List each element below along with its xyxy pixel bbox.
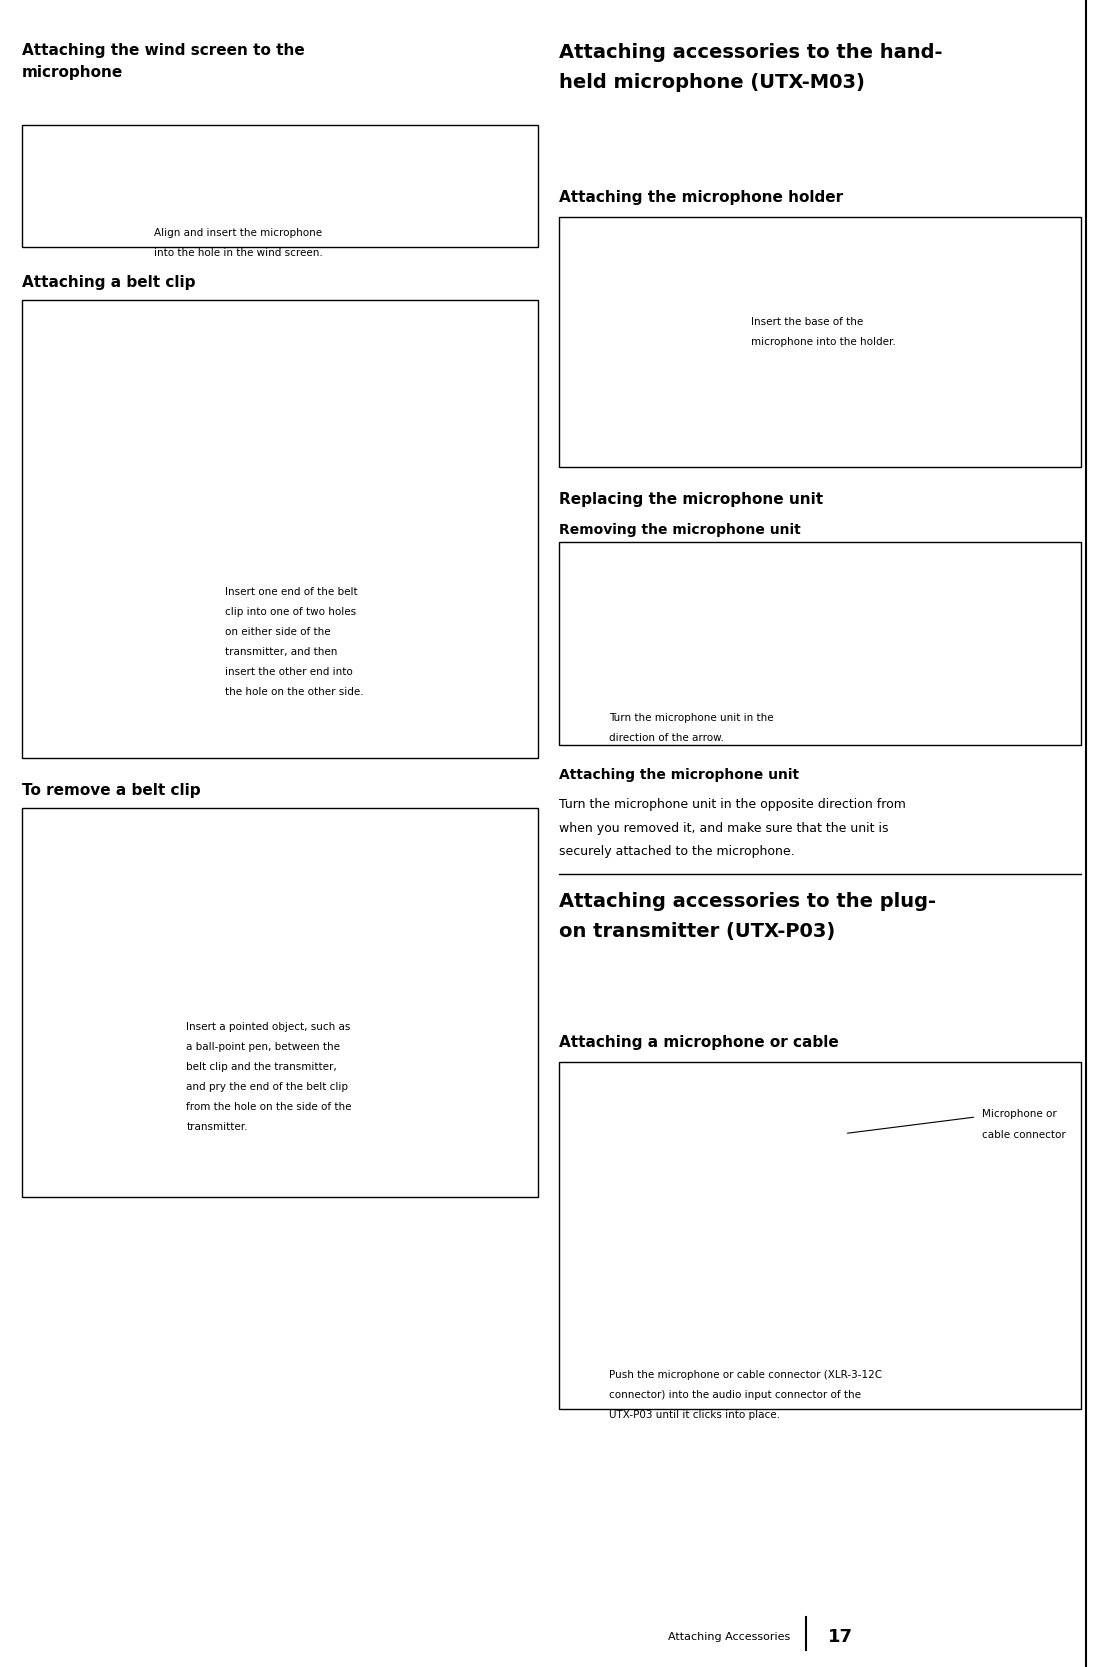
Text: the hole on the other side.: the hole on the other side. — [225, 687, 363, 697]
Text: connector) into the audio input connector of the: connector) into the audio input connecto… — [609, 1390, 861, 1400]
Text: into the hole in the wind screen.: into the hole in the wind screen. — [154, 248, 323, 258]
Text: Microphone or: Microphone or — [982, 1109, 1056, 1119]
FancyBboxPatch shape — [559, 542, 1081, 745]
Text: Attaching accessories to the plug-: Attaching accessories to the plug- — [559, 892, 937, 910]
Text: direction of the arrow.: direction of the arrow. — [609, 733, 724, 743]
Text: Turn the microphone unit in the opposite direction from: Turn the microphone unit in the opposite… — [559, 798, 906, 812]
Text: insert the other end into: insert the other end into — [225, 667, 352, 677]
Text: from the hole on the side of the: from the hole on the side of the — [186, 1102, 352, 1112]
FancyBboxPatch shape — [22, 300, 538, 758]
Text: Push the microphone or cable connector (XLR-3-12C: Push the microphone or cable connector (… — [609, 1370, 882, 1380]
Text: securely attached to the microphone.: securely attached to the microphone. — [559, 845, 795, 859]
Text: Insert the base of the: Insert the base of the — [751, 317, 863, 327]
Text: Insert a pointed object, such as: Insert a pointed object, such as — [186, 1022, 351, 1032]
Text: a ball-point pen, between the: a ball-point pen, between the — [186, 1042, 340, 1052]
Text: on transmitter (UTX-P03): on transmitter (UTX-P03) — [559, 922, 836, 940]
Text: Attaching the microphone unit: Attaching the microphone unit — [559, 768, 800, 782]
Text: Attaching a microphone or cable: Attaching a microphone or cable — [559, 1035, 839, 1050]
FancyBboxPatch shape — [22, 125, 538, 247]
Text: To remove a belt clip: To remove a belt clip — [22, 783, 201, 798]
Text: Turn the microphone unit in the: Turn the microphone unit in the — [609, 713, 773, 723]
Text: UTX-P03 until it clicks into place.: UTX-P03 until it clicks into place. — [609, 1410, 780, 1420]
Text: when you removed it, and make sure that the unit is: when you removed it, and make sure that … — [559, 822, 889, 835]
Text: Align and insert the microphone: Align and insert the microphone — [154, 228, 321, 238]
FancyBboxPatch shape — [22, 808, 538, 1197]
Text: on either side of the: on either side of the — [225, 627, 330, 637]
Text: Attaching the wind screen to the: Attaching the wind screen to the — [22, 43, 305, 58]
Text: held microphone (UTX-M03): held microphone (UTX-M03) — [559, 73, 866, 92]
Text: Removing the microphone unit: Removing the microphone unit — [559, 523, 801, 537]
Text: cable connector: cable connector — [982, 1130, 1065, 1140]
Text: transmitter.: transmitter. — [186, 1122, 248, 1132]
Text: microphone into the holder.: microphone into the holder. — [751, 337, 896, 347]
Text: microphone: microphone — [22, 65, 123, 80]
Text: Replacing the microphone unit: Replacing the microphone unit — [559, 492, 824, 507]
Text: belt clip and the transmitter,: belt clip and the transmitter, — [186, 1062, 337, 1072]
Text: clip into one of two holes: clip into one of two holes — [225, 607, 357, 617]
FancyBboxPatch shape — [559, 1062, 1081, 1409]
Text: Attaching a belt clip: Attaching a belt clip — [22, 275, 195, 290]
Text: and pry the end of the belt clip: and pry the end of the belt clip — [186, 1082, 349, 1092]
Text: transmitter, and then: transmitter, and then — [225, 647, 337, 657]
Text: Attaching accessories to the hand-: Attaching accessories to the hand- — [559, 43, 943, 62]
Text: 17: 17 — [828, 1629, 853, 1645]
FancyBboxPatch shape — [559, 217, 1081, 467]
Text: Attaching Accessories: Attaching Accessories — [668, 1632, 790, 1642]
Text: Insert one end of the belt: Insert one end of the belt — [225, 587, 358, 597]
Text: Attaching the microphone holder: Attaching the microphone holder — [559, 190, 844, 205]
